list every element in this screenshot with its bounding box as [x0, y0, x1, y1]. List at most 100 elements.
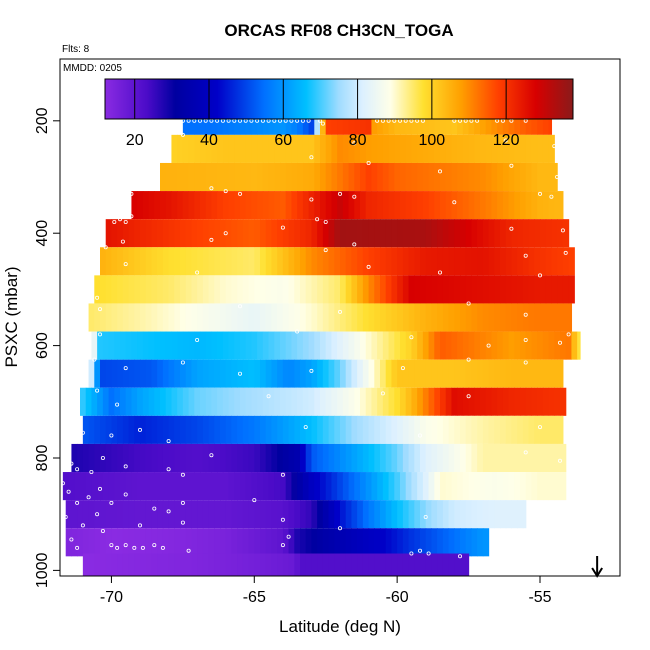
heatmap-cell	[462, 387, 470, 416]
heatmap-cell	[454, 500, 461, 529]
heatmap-cell	[511, 359, 518, 388]
heatmap-cell	[517, 275, 524, 304]
heatmap-cell	[562, 275, 570, 304]
heatmap-cell	[397, 303, 404, 332]
heatmap-cell	[202, 500, 210, 529]
heatmap-cell	[277, 219, 284, 248]
heatmap-cell	[451, 191, 458, 220]
heatmap-cell	[194, 106, 201, 135]
heatmap-cell	[471, 415, 478, 444]
heatmap-cell	[174, 219, 181, 248]
heatmap-cell	[308, 331, 315, 360]
heatmap-cell	[145, 359, 153, 388]
heatmap-cell	[500, 303, 507, 332]
heatmap-cell	[117, 219, 124, 248]
heatmap-cell	[297, 106, 304, 135]
sample-point	[266, 394, 271, 399]
heatmap-cell	[168, 415, 175, 444]
heatmap-cell	[448, 359, 455, 388]
heatmap-cell	[402, 528, 410, 557]
heatmap-cell	[274, 106, 281, 135]
heatmap-cell	[208, 415, 215, 444]
heatmap-cell	[74, 472, 81, 501]
heatmap-cell	[508, 387, 515, 416]
heatmap-cell	[408, 553, 415, 576]
heatmap-cell	[548, 134, 555, 163]
heatmap-cell	[448, 247, 455, 276]
heatmap-cell	[457, 387, 464, 416]
sample-point	[555, 174, 560, 179]
heatmap-cell	[442, 303, 450, 332]
heatmap-cell	[351, 443, 358, 473]
heatmap-cell	[414, 528, 421, 557]
heatmap-cell	[302, 134, 310, 163]
heatmap-cell	[357, 303, 364, 332]
heatmap-cell	[371, 134, 378, 163]
heatmap-cell	[340, 359, 347, 388]
heatmap-cell	[140, 247, 147, 276]
heatmap-cell	[240, 191, 247, 220]
heatmap-cell	[431, 303, 438, 332]
heatmap-cell	[391, 553, 398, 576]
heatmap-cell	[431, 443, 438, 473]
heatmap-cell	[185, 219, 193, 248]
heatmap-cell	[117, 500, 124, 529]
heatmap-cell	[231, 443, 238, 473]
heatmap-cell	[388, 387, 395, 416]
heatmap-cell	[277, 443, 284, 473]
heatmap-cell	[288, 359, 295, 388]
heatmap-cell	[88, 528, 95, 557]
heatmap-cell	[485, 162, 493, 192]
heatmap-cell	[151, 553, 158, 576]
sample-point	[166, 149, 171, 154]
heatmap-cell	[197, 219, 204, 248]
heatmap-cell	[425, 528, 433, 557]
heatmap-cell	[145, 303, 153, 332]
heatmap-cell	[451, 472, 458, 501]
heatmap-cell	[397, 553, 404, 576]
heatmap-cell	[291, 191, 298, 220]
sample-point	[66, 489, 71, 494]
heatmap-cell	[414, 443, 421, 473]
heatmap-cell	[522, 500, 527, 529]
heatmap-cell	[262, 162, 270, 192]
heatmap-cell	[111, 359, 118, 388]
heatmap-cell	[522, 219, 530, 248]
heatmap-cell	[414, 275, 421, 304]
heatmap-cell	[100, 528, 107, 557]
heatmap-cell	[405, 134, 413, 163]
heatmap-cell	[522, 247, 530, 276]
heatmap-cell	[540, 443, 547, 473]
heatmap-cell	[462, 162, 470, 192]
heatmap-cell	[117, 303, 124, 332]
heatmap-cell	[505, 415, 513, 444]
heatmap-cell	[534, 359, 541, 388]
heatmap-cell	[311, 500, 318, 529]
heatmap-cell	[420, 275, 427, 304]
heatmap-cell	[505, 219, 513, 248]
heatmap-cell	[128, 553, 135, 576]
heatmap-cell	[237, 500, 244, 529]
heatmap-cell	[431, 553, 438, 576]
heatmap-cell	[268, 191, 275, 220]
heatmap-cell	[442, 415, 450, 444]
sample-point	[180, 500, 185, 505]
heatmap-cell	[188, 387, 195, 416]
sample-point	[120, 239, 125, 244]
heatmap-cell	[202, 528, 210, 557]
heatmap-cell	[340, 415, 347, 444]
heatmap-cell	[431, 219, 438, 248]
heatmap-cell	[402, 275, 410, 304]
heatmap-cell	[220, 415, 227, 444]
heatmap-cell	[417, 191, 424, 220]
heatmap-cell	[180, 528, 187, 557]
heatmap-cell	[465, 415, 473, 444]
heatmap-cell	[257, 387, 264, 416]
heatmap-cell	[394, 162, 401, 192]
heatmap-cell	[374, 247, 381, 276]
sample-point	[452, 200, 457, 205]
heatmap-cell	[520, 387, 527, 416]
heatmap-cell	[397, 500, 404, 529]
heatmap-cell	[308, 387, 315, 416]
heatmap-cell	[91, 331, 98, 360]
